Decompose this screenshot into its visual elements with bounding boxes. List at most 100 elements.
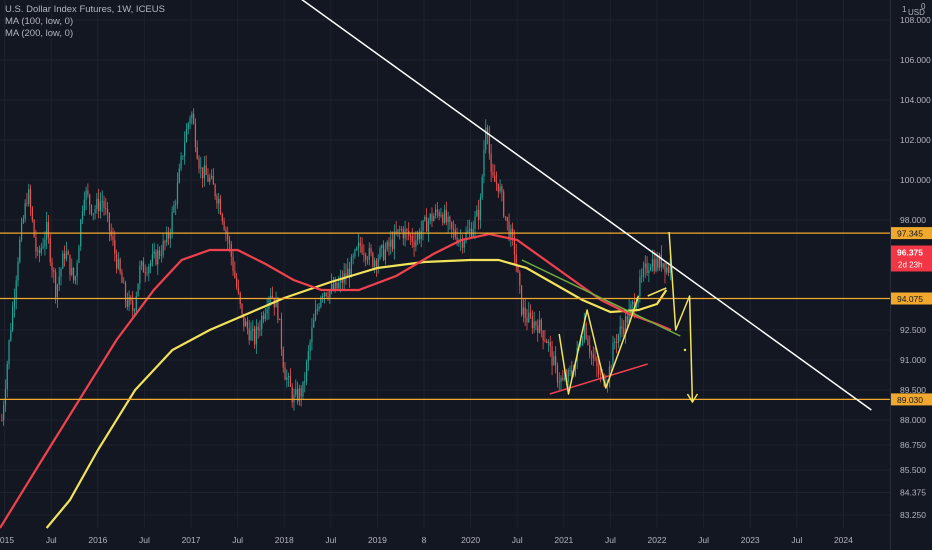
candle-body	[485, 127, 487, 150]
candle-body	[236, 277, 238, 288]
time-axis[interactable]: 2015 Jul 2016 Jul 2017 Jul 2018 Jul 2019 8 2020 Jul…	[0, 535, 853, 545]
candle-body	[1, 420, 3, 421]
candle-body	[637, 295, 639, 305]
candle-body	[42, 246, 44, 248]
y-tick-label: 100.000	[900, 175, 931, 185]
candle-body	[60, 268, 62, 277]
candle-body	[216, 196, 218, 204]
candle-body	[71, 267, 73, 275]
candle-body	[522, 307, 524, 315]
candle-body	[624, 316, 627, 334]
candle-body	[275, 298, 277, 308]
candle-body	[246, 321, 248, 329]
candle-body	[538, 319, 541, 333]
candle-body	[434, 209, 437, 217]
candle-body	[103, 201, 105, 208]
candle-body	[400, 229, 403, 231]
candle-body	[150, 262, 152, 267]
candle-body	[626, 316, 628, 323]
candle-body	[336, 282, 338, 289]
candle-body	[271, 295, 274, 298]
x-tick-label: Jul	[139, 535, 150, 545]
candle-body	[124, 282, 127, 301]
candle-body	[255, 326, 257, 345]
candle-body	[436, 209, 438, 213]
candle-body	[142, 261, 145, 273]
candle-body	[219, 198, 222, 215]
candle-body	[257, 326, 259, 331]
candle-body	[642, 267, 645, 276]
candle-body	[517, 265, 519, 273]
candle-body	[223, 221, 225, 230]
x-tick-label: 2015	[0, 535, 14, 545]
candle-body	[316, 308, 318, 311]
candle-body	[589, 344, 591, 353]
candle-body	[175, 203, 177, 205]
x-tick-label: 2017	[182, 535, 201, 545]
candle-body	[31, 207, 33, 221]
candle-body	[488, 134, 490, 154]
legend-ma-100[interactable]: MA (100, low, 0)	[5, 16, 74, 27]
candle-body	[431, 214, 433, 222]
candle-body	[166, 233, 168, 243]
candle-body	[361, 245, 363, 254]
horizontal-levels[interactable]	[0, 232, 890, 400]
candle-body	[531, 316, 533, 329]
candle-body	[650, 267, 652, 271]
candle-body	[98, 198, 100, 211]
candle-body	[463, 241, 465, 248]
candle-body	[13, 298, 16, 308]
legend-ma-200[interactable]: MA (200, low, 0)	[5, 28, 74, 39]
chart-grid	[0, 0, 890, 528]
candle-body	[250, 330, 252, 341]
candle-body	[560, 377, 562, 383]
candle-body	[574, 361, 576, 375]
candle-body	[571, 370, 573, 375]
candle-body	[182, 155, 184, 157]
candle-body	[564, 377, 566, 380]
legend-symbol[interactable]: U.S. Dollar Index Futures, 1W, ICEUS	[5, 4, 165, 15]
candle-body	[655, 258, 657, 271]
level-tag-label: 94.075	[897, 294, 923, 304]
candle-body	[660, 254, 662, 268]
candle-body	[402, 229, 404, 239]
candle-body	[29, 189, 32, 208]
candle-body	[148, 266, 150, 274]
candle-body	[200, 167, 202, 169]
price-axis[interactable]: 108.000 106.000 104.000 102.000 100.000 98.00…	[900, 2, 931, 520]
candle-body	[547, 342, 550, 344]
last-price-tag	[891, 245, 932, 272]
candle-body	[286, 377, 288, 380]
candle-body	[569, 370, 571, 371]
candle-body	[331, 283, 333, 290]
moving-average-series	[0, 232, 672, 529]
candle-body	[374, 260, 376, 267]
candle-body	[420, 231, 422, 240]
candle-body	[426, 216, 428, 232]
candle-body	[352, 256, 354, 258]
candle-body	[648, 270, 650, 273]
candle-body	[476, 209, 478, 217]
drawings[interactable]	[247, 0, 872, 411]
level-tag-label: 97.345	[897, 229, 923, 239]
candle-body	[115, 253, 118, 269]
candle-body	[562, 377, 564, 380]
candle-body	[598, 366, 600, 375]
candle-body	[549, 342, 551, 347]
candle-body	[451, 222, 453, 229]
candle-body	[399, 229, 401, 231]
candle-body	[497, 183, 499, 192]
candle-body	[19, 239, 21, 262]
candle-body	[245, 321, 247, 327]
last-price-label: 96.375	[897, 248, 923, 258]
candle-body	[413, 241, 415, 247]
candle-body	[185, 129, 188, 143]
candle-body	[546, 340, 548, 344]
candle-body	[338, 282, 340, 289]
chart-legend[interactable]: U.S. Dollar Index Futures, 1W, ICEUS MA …	[5, 4, 165, 40]
candle-body	[540, 319, 542, 331]
candle-body	[429, 214, 431, 221]
x-tick-label: Jul	[232, 535, 243, 545]
candle-body	[280, 318, 283, 350]
